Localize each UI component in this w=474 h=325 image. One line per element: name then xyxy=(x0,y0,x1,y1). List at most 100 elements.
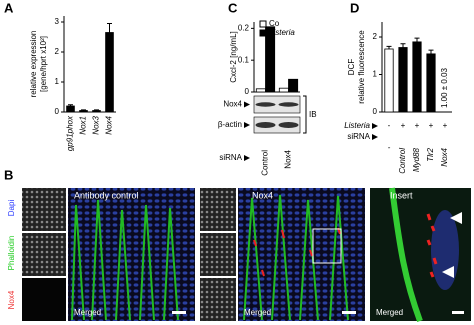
x-tick-label: Nox4 xyxy=(284,149,293,168)
y-tick-label: 0 xyxy=(245,87,250,96)
legend-label: Listeria xyxy=(269,28,295,37)
channel-label: Dapi xyxy=(7,200,16,217)
tissue xyxy=(71,199,179,321)
panel-letter: A xyxy=(4,0,14,15)
arrowhead xyxy=(244,101,250,108)
bar xyxy=(426,53,436,113)
y-tick-label: 0 xyxy=(373,107,378,116)
sign: - xyxy=(388,121,391,130)
legend-label: Co xyxy=(269,19,280,28)
bar xyxy=(105,32,114,113)
y-tick-label: 2 xyxy=(373,32,378,41)
bar xyxy=(265,26,276,93)
image-title: Antibody control xyxy=(74,190,139,200)
bracket xyxy=(303,95,307,134)
y-axis-label: relative fluorescence xyxy=(357,30,366,104)
blot xyxy=(253,116,301,134)
x-tick-label: Control xyxy=(398,148,407,174)
error-bar xyxy=(386,45,392,49)
blot-label: β-actin xyxy=(218,120,242,129)
arrowhead xyxy=(450,212,462,224)
thumb xyxy=(200,233,236,276)
error-bar xyxy=(400,43,406,48)
x-tick-label: Nox1 xyxy=(79,116,88,135)
y-tick-label: 1 xyxy=(55,77,60,86)
thumb xyxy=(200,188,236,231)
error-bar xyxy=(94,109,99,111)
x-tick-label: Myd88 xyxy=(412,147,421,172)
tissue xyxy=(243,194,349,321)
y-tick-label: 0.2 xyxy=(238,23,250,32)
arrowhead xyxy=(244,122,250,128)
y-axis-label: Cxcl-2 [ng/mL] xyxy=(229,31,238,83)
bar xyxy=(92,110,101,113)
arrowhead xyxy=(372,123,378,129)
thumb xyxy=(22,188,66,231)
bar xyxy=(66,105,75,113)
scale-bar xyxy=(342,311,356,314)
bar xyxy=(288,78,299,93)
legend-swatch xyxy=(259,20,267,28)
blot-method: IB xyxy=(309,110,317,119)
x-tick-label: - xyxy=(388,143,391,152)
sign: + xyxy=(443,121,448,130)
thumb xyxy=(22,233,66,276)
nucleus xyxy=(431,210,459,290)
tissue xyxy=(389,187,423,323)
y-axis-label: DCF xyxy=(347,59,356,76)
bar xyxy=(398,47,408,113)
image-title: Nox4 xyxy=(252,190,273,200)
image-label: Merged xyxy=(244,308,271,317)
x-tick-label: Nox4 xyxy=(440,147,449,166)
x-tick-label: Nox4 xyxy=(105,115,114,134)
stain xyxy=(253,227,341,277)
error-bar xyxy=(414,37,420,42)
y-axis-label: [gene/hprt x10²] xyxy=(39,36,48,92)
bar xyxy=(79,110,88,113)
x-tick-label: gp91phox xyxy=(66,115,75,151)
micrographs: Dapi Phalloidin Nox4 Antibody control Me… xyxy=(7,187,471,323)
y-tick-label: 2 xyxy=(55,47,60,56)
x-tick-label: Control xyxy=(261,150,270,176)
band xyxy=(278,102,299,107)
x-tick-label: Nox3 xyxy=(92,115,101,134)
arrowhead xyxy=(244,155,250,161)
stain xyxy=(426,213,438,278)
band xyxy=(255,102,276,107)
blot-label: Nox4 xyxy=(223,100,242,109)
y-axis-label: relative expression xyxy=(29,31,38,98)
band xyxy=(278,122,299,128)
error-bar xyxy=(107,23,112,33)
bar xyxy=(384,48,394,113)
y-tick-label: 0.1 xyxy=(238,55,250,64)
channel-label: Phalloidin xyxy=(7,236,16,271)
bar xyxy=(278,87,289,93)
annotation: 1.00 ± 0.03 xyxy=(440,67,449,108)
channel-label: Nox4 xyxy=(7,290,16,309)
image-label: Merged xyxy=(74,308,101,317)
sign: + xyxy=(415,121,420,130)
band xyxy=(255,122,276,128)
arrowhead xyxy=(442,266,454,278)
y-tick-label: 0 xyxy=(55,107,60,116)
insert-box xyxy=(312,228,342,264)
sign: + xyxy=(429,121,434,130)
arrowhead xyxy=(372,134,378,140)
error-bar xyxy=(81,109,86,111)
y-tick-label: 3 xyxy=(55,17,60,26)
error-bar xyxy=(68,104,73,106)
row-label: siRNA xyxy=(347,132,370,141)
thumb xyxy=(22,278,66,321)
row-label: Listeria xyxy=(344,121,370,130)
row-label: siRNA xyxy=(219,153,242,162)
panel-letter: C xyxy=(228,0,238,15)
panel-letter: B xyxy=(4,167,13,182)
bar xyxy=(255,88,266,93)
x-tick-label: Tlr2 xyxy=(426,147,435,161)
legend-swatch xyxy=(259,29,267,37)
error-bar xyxy=(428,49,434,54)
scale-bar xyxy=(172,311,186,314)
thumb xyxy=(200,278,236,321)
